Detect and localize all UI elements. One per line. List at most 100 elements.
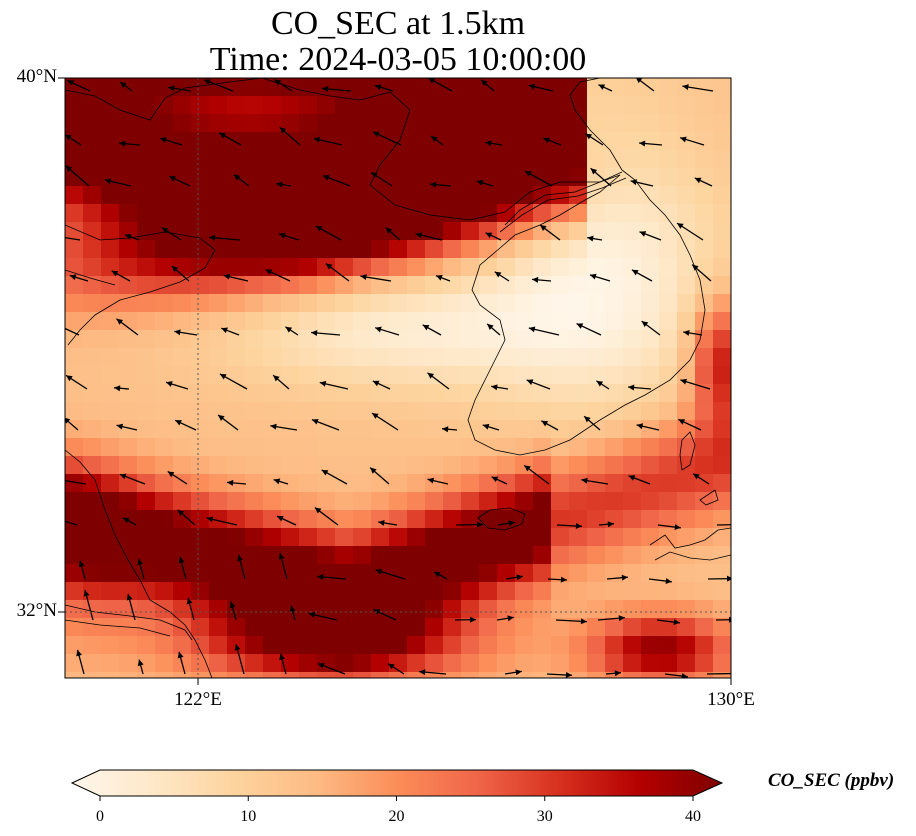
heatmap-cell (623, 672, 642, 678)
heatmap-cell (713, 330, 731, 349)
heatmap-cell (263, 456, 282, 475)
heatmap-cell (173, 456, 192, 475)
heatmap-cell (245, 204, 264, 223)
wind-arrow-head (728, 616, 731, 623)
heatmap-cell (281, 438, 300, 457)
wind-arrow-head (186, 597, 193, 605)
heatmap-cell (497, 96, 516, 115)
wind-arrow-head (639, 231, 647, 237)
heatmap-cell (497, 312, 516, 331)
heatmap-cell (209, 492, 228, 511)
heatmap-cell (551, 348, 570, 367)
heatmap-cell (371, 330, 390, 349)
heatmap-cell (317, 546, 336, 565)
wind-arrow-head (279, 653, 286, 661)
heatmap-cell (281, 132, 300, 151)
heatmap-cell (461, 348, 480, 367)
heatmap-cell (623, 114, 642, 133)
heatmap-cell (677, 582, 696, 601)
heatmap-cell (209, 618, 228, 637)
heatmap-cell (713, 636, 731, 655)
heatmap-cell (551, 384, 570, 403)
heatmap-cell (281, 258, 300, 277)
heatmap-cell (65, 150, 84, 169)
heatmap-cell (227, 258, 246, 277)
heatmap-cell (155, 510, 174, 529)
heatmap-cell (173, 672, 192, 678)
colorbar-label: CO_SEC (ppbv) (768, 770, 895, 791)
heatmap-cell (263, 510, 282, 529)
heatmap-cell (713, 276, 731, 295)
heatmap-cell (569, 384, 588, 403)
heatmap-cell (461, 672, 480, 678)
heatmap-cell (263, 474, 282, 493)
wind-arrow-head (83, 590, 90, 597)
heatmap-cell (695, 96, 714, 115)
heatmap-cell (83, 600, 102, 619)
heatmap-cell (623, 492, 642, 511)
heatmap-cell (371, 204, 390, 223)
heatmap-cell (569, 258, 588, 277)
wind-arrow-head (160, 137, 167, 143)
heatmap-cell (425, 258, 444, 277)
wind-arrow-head (111, 270, 119, 277)
heatmap-cell (641, 456, 660, 475)
heatmap-cell (119, 312, 138, 331)
heatmap-cell (353, 276, 372, 295)
heatmap-cell (227, 564, 246, 583)
heatmap-cell (299, 240, 318, 259)
heatmap-cell (119, 366, 138, 385)
heatmap-cell (443, 240, 462, 259)
heatmap-cell (335, 132, 354, 151)
heatmap-cell (299, 348, 318, 367)
heatmap-cell (407, 474, 426, 493)
heatmap-cell (533, 294, 552, 313)
heatmap-cell (677, 600, 696, 619)
heatmap-cell (191, 546, 210, 565)
heatmap-cell (713, 366, 731, 385)
heatmap-cell (317, 528, 336, 547)
wind-arrow-head (372, 131, 380, 138)
heatmap-cell (533, 168, 552, 187)
heatmap-cell (497, 168, 516, 187)
heatmap-cell (497, 384, 516, 403)
heatmap-cell (677, 132, 696, 151)
heatmap-cell (317, 294, 336, 313)
heatmap-cell (659, 312, 678, 331)
heatmap-cell (497, 564, 516, 583)
heatmap-cell (695, 564, 714, 583)
heatmap-cell (623, 78, 642, 97)
heatmap-cell (623, 384, 642, 403)
heatmap-cell (299, 78, 318, 97)
heatmap-cell (389, 204, 408, 223)
heatmap-cell (515, 384, 534, 403)
wind-arrow-head (119, 140, 126, 147)
heatmap-cell (245, 366, 264, 385)
wind-arrow-head (575, 522, 582, 529)
heatmap-cell (497, 510, 516, 529)
wind-arrow-head (628, 384, 635, 391)
wind-arrow-head (360, 274, 367, 281)
heatmap-cell (137, 438, 156, 457)
heatmap-cell (389, 150, 408, 169)
heatmap-cell (641, 492, 660, 511)
heatmap-cell (317, 384, 336, 403)
heatmap-cell (209, 240, 228, 259)
heatmap-cell (641, 402, 660, 421)
heatmap-cell (623, 204, 642, 223)
heatmap-cell (191, 276, 210, 295)
heatmap-cell (461, 168, 480, 187)
heatmap-cell (461, 294, 480, 313)
heatmap-cell (533, 564, 552, 583)
heatmap-cell (209, 114, 228, 133)
heatmap-cell (569, 600, 588, 619)
heatmap-cell (119, 402, 138, 421)
heatmap-cell (65, 654, 84, 673)
heatmap-cell (623, 546, 642, 565)
heatmap-cell (569, 204, 588, 223)
heatmap-cell (497, 366, 516, 385)
heatmap-cell (533, 384, 552, 403)
heatmap-cell (425, 402, 444, 421)
heatmap-cell (443, 492, 462, 511)
heatmap-cell (443, 222, 462, 241)
